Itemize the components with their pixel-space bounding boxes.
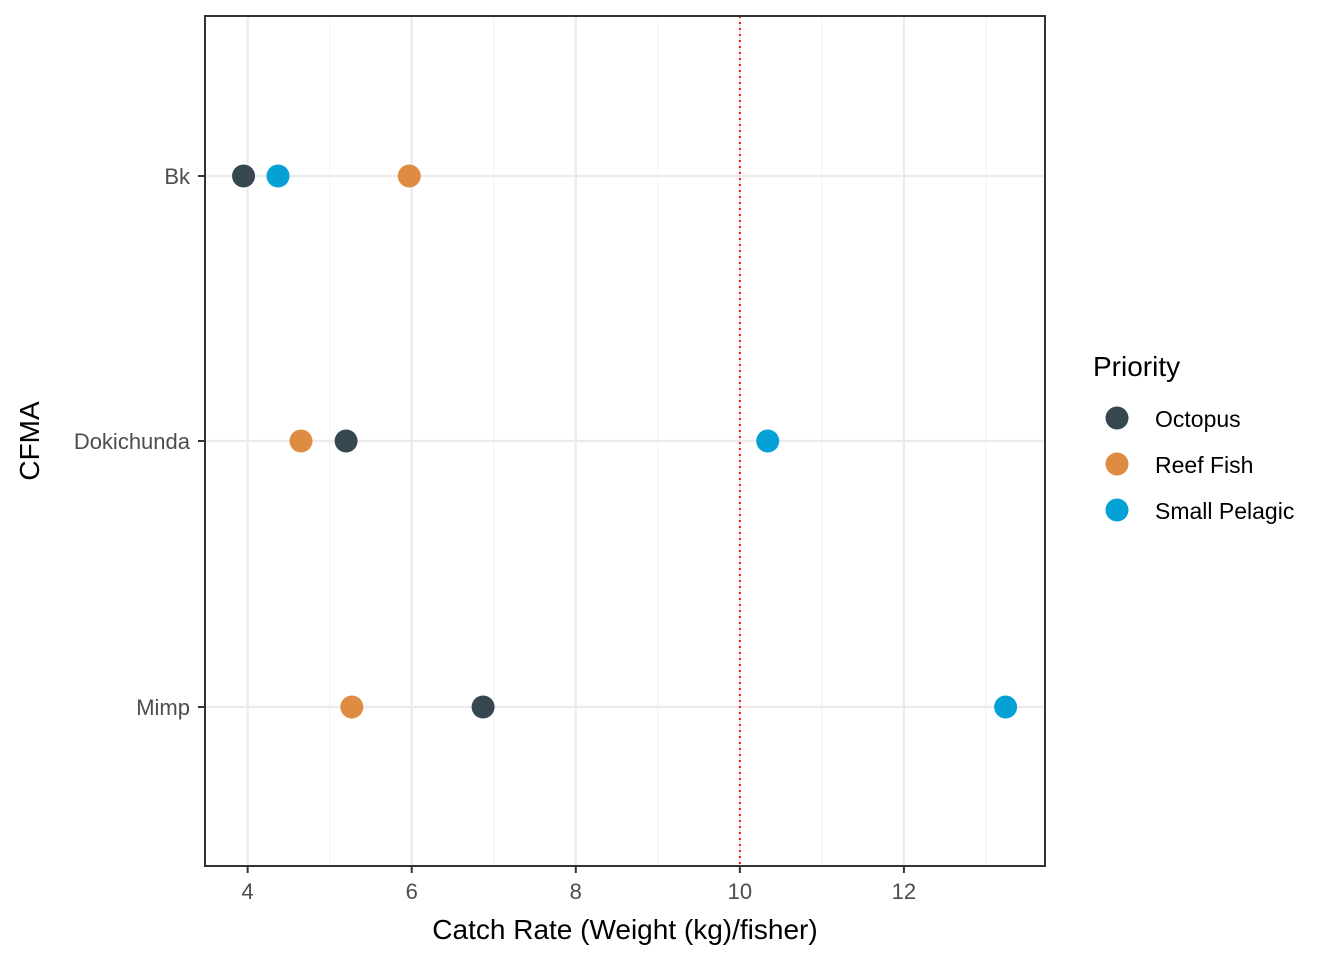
data-points <box>232 164 1018 719</box>
data-point <box>340 695 364 719</box>
x-axis-title: Catch Rate (Weight (kg)/fisher) <box>432 914 817 945</box>
legend-label: Reef Fish <box>1155 452 1253 478</box>
legend-items: Octopus Reef Fish Small Pelagic <box>1105 406 1294 524</box>
legend-key <box>1105 498 1129 522</box>
grid-major <box>205 16 1045 866</box>
y-tick-label: Dokichunda <box>74 429 191 454</box>
x-tick-label: 6 <box>406 879 418 904</box>
legend-label: Octopus <box>1155 406 1241 432</box>
data-point <box>471 695 495 719</box>
legend-key <box>1105 406 1129 430</box>
x-tick-label: 12 <box>892 879 916 904</box>
data-point <box>756 429 780 453</box>
x-tick-label: 8 <box>570 879 582 904</box>
legend-label: Small Pelagic <box>1155 498 1294 524</box>
data-point <box>266 164 290 188</box>
data-point <box>232 164 256 188</box>
y-tick-label: Bk <box>164 164 191 189</box>
data-point <box>994 695 1018 719</box>
legend-key <box>1105 452 1129 476</box>
y-tick-label: Mimp <box>136 695 190 720</box>
y-axis-title: CFMA <box>14 401 45 481</box>
data-point <box>289 429 313 453</box>
x-tick-label: 4 <box>242 879 254 904</box>
y-axis: Bk Dokichunda Mimp <box>74 164 205 720</box>
data-point <box>397 164 421 188</box>
x-tick-label: 10 <box>728 879 752 904</box>
x-axis: 4 6 8 10 12 <box>242 866 916 904</box>
data-point <box>334 429 358 453</box>
legend-title: Priority <box>1093 351 1180 382</box>
legend: Priority Octopus Reef Fish Small Pelagic <box>1093 351 1294 524</box>
